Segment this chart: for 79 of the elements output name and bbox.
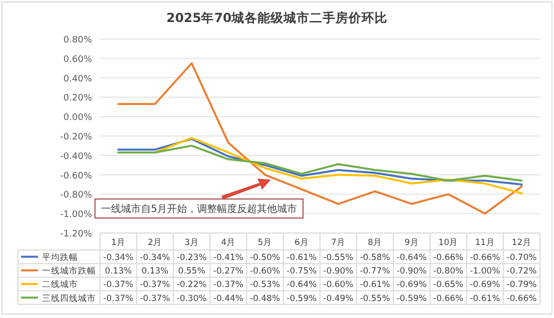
y-tick-label: 0.00% <box>63 113 92 124</box>
data-label: -0.41% <box>213 253 244 263</box>
data-label: -0.50% <box>250 253 280 263</box>
data-label: -0.34% <box>140 253 170 263</box>
data-label: -0.22% <box>176 280 207 290</box>
data-label: -0.80% <box>433 266 464 277</box>
legend-label: 二线城市 <box>42 279 78 290</box>
data-label: -0.70% <box>506 253 537 263</box>
data-label: -0.60% <box>323 280 354 290</box>
line-series <box>117 138 523 186</box>
data-label: -0.77% <box>360 266 390 277</box>
data-label: -0.37% <box>140 294 170 304</box>
data-label: -0.37% <box>103 294 134 304</box>
x-tick-label: 12月 <box>512 238 532 248</box>
x-tick-label: 7月 <box>331 238 346 248</box>
data-label: -0.90% <box>396 266 427 277</box>
y-tick-label: 0.60% <box>63 54 92 65</box>
data-label: -0.69% <box>470 280 500 290</box>
data-label: -0.59% <box>286 294 317 304</box>
x-tick-label: 5月 <box>258 238 272 248</box>
y-tick-label: -0.80% <box>60 190 92 201</box>
x-tick-label: 10月 <box>438 238 458 248</box>
data-label: 0.13% <box>141 266 169 277</box>
data-label: 0.55% <box>178 266 206 277</box>
y-tick-label: -0.40% <box>60 152 92 162</box>
x-tick-label: 2月 <box>148 238 162 248</box>
x-tick-label: 1月 <box>111 238 126 248</box>
y-tick-label: -0.20% <box>60 132 92 142</box>
data-label: -0.66% <box>506 294 537 304</box>
data-label: -0.72% <box>506 266 537 277</box>
data-label: -0.90% <box>323 266 354 277</box>
y-tick-label: 0.20% <box>63 94 92 104</box>
x-tick-label: 11月 <box>475 238 495 248</box>
x-tick-label: 3月 <box>184 238 199 248</box>
data-label: -0.49% <box>323 294 354 304</box>
data-label: -0.69% <box>396 280 427 290</box>
data-label: -0.23% <box>176 253 207 263</box>
y-tick-label: -0.60% <box>60 171 92 182</box>
data-label: -0.64% <box>396 253 427 263</box>
data-label: -0.75% <box>286 266 317 277</box>
data-label: -0.66% <box>470 253 500 263</box>
x-tick-label: 9月 <box>404 238 419 248</box>
y-tick-label: 0.40% <box>63 74 92 84</box>
data-label: -0.65% <box>433 280 464 290</box>
data-label: -0.61% <box>286 253 317 263</box>
legend-label: 一线城市跌幅 <box>42 266 96 277</box>
data-label: -0.55% <box>360 294 390 304</box>
data-label: -1.00% <box>470 266 500 277</box>
data-label: -0.53% <box>250 280 280 290</box>
data-label: -0.37% <box>213 280 244 290</box>
data-label: -0.37% <box>140 280 170 290</box>
data-label: -0.37% <box>103 280 134 290</box>
legend-label: 平均跌幅 <box>42 252 78 263</box>
annotation: 一线城市自5月开始，调整幅度反超其他城市 <box>100 203 298 215</box>
data-label: -0.27% <box>213 266 244 277</box>
data-label: -0.34% <box>103 253 134 263</box>
data-label: 0.13% <box>104 266 132 277</box>
data-label: -0.61% <box>360 280 390 290</box>
data-label: -0.66% <box>433 253 464 263</box>
y-tick-label: 0.80% <box>63 36 92 46</box>
x-tick-label: 4月 <box>221 238 236 248</box>
y-tick-label: -1.20% <box>60 230 92 240</box>
data-label: -0.66% <box>433 294 464 304</box>
x-tick-label: 6月 <box>294 238 309 248</box>
data-label: -0.55% <box>323 253 354 263</box>
chart-title: 2025年70城各能级城市二手房价环比 <box>166 10 388 25</box>
data-label: -0.61% <box>470 294 500 304</box>
data-label: -0.64% <box>286 280 317 290</box>
line-series <box>117 144 523 182</box>
data-label: -0.79% <box>506 280 537 290</box>
y-tick-label: -1.00% <box>60 210 92 220</box>
data-label: -0.44% <box>213 294 244 304</box>
data-label: -0.59% <box>396 294 427 304</box>
data-label: -0.58% <box>360 253 390 263</box>
legend-label: 三线四线城市 <box>42 292 96 304</box>
data-label: -0.30% <box>176 294 207 304</box>
data-label: -0.48% <box>250 294 280 304</box>
data-label: -0.60% <box>250 266 280 277</box>
x-tick-label: 8月 <box>368 238 382 248</box>
